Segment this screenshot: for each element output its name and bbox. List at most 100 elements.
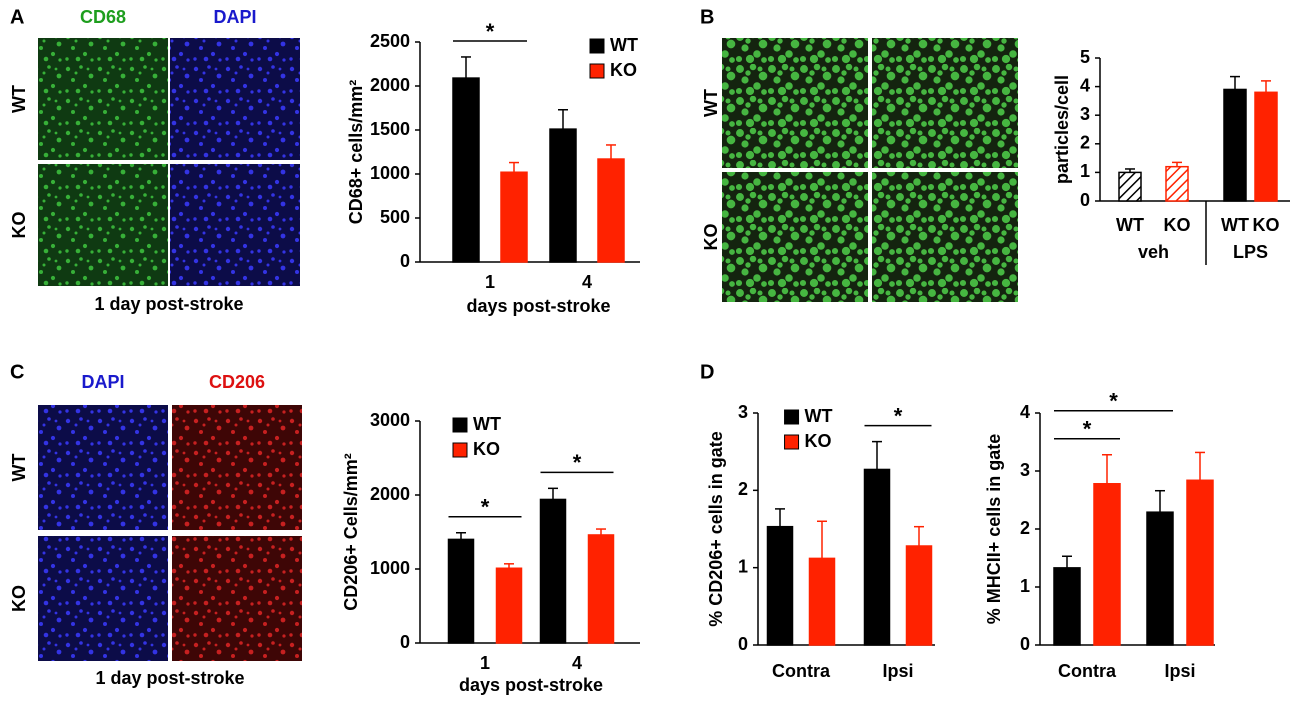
- significance-label: *: [1083, 417, 1092, 442]
- column-header: CD68: [80, 7, 126, 27]
- y-tick-label: 3000: [370, 410, 410, 430]
- legend-label: WT: [473, 414, 501, 434]
- column-header: DAPI: [81, 372, 124, 392]
- bar: [597, 158, 625, 263]
- panel-letter: C: [10, 361, 24, 383]
- x-tick-label: KO: [1164, 215, 1191, 235]
- y-tick-label: 1500: [370, 119, 410, 139]
- image-caption: 1 day post-stroke: [94, 294, 243, 314]
- y-tick-label: 2: [1080, 133, 1090, 153]
- y-tick-label: 2000: [370, 75, 410, 95]
- bar: [1254, 91, 1278, 202]
- micrograph: [872, 38, 1018, 168]
- bar: [447, 538, 475, 644]
- x-tick-label: Ipsi: [1164, 661, 1195, 681]
- y-tick-label: 1: [1080, 161, 1090, 181]
- column-header: DAPI: [213, 7, 256, 27]
- y-tick-label: 2: [738, 479, 748, 499]
- y-tick-label: 0: [1020, 634, 1030, 654]
- bar: [500, 171, 528, 263]
- image-caption: 1 day post-stroke: [95, 668, 244, 688]
- micrograph: [172, 405, 302, 530]
- micrograph: [170, 38, 300, 160]
- bar: [1146, 511, 1174, 646]
- x-axis-label: days post-stroke: [459, 675, 603, 695]
- row-label: WT: [9, 454, 29, 482]
- significance-label: *: [573, 450, 582, 475]
- legend-swatch: [589, 38, 605, 54]
- legend-label: WT: [805, 406, 833, 426]
- legend-swatch: [452, 442, 468, 458]
- x-tick-label: KO: [1253, 215, 1280, 235]
- group-label: veh: [1138, 242, 1169, 262]
- bar: [587, 534, 615, 644]
- row-label: KO: [9, 585, 29, 612]
- y-axis-label: CD206+ Cells/mm²: [341, 453, 361, 611]
- y-axis-label: % MHCII+ cells in gate: [984, 434, 1004, 625]
- bar: [495, 567, 523, 644]
- x-tick-label: WT: [1221, 215, 1249, 235]
- x-tick-label: Ipsi: [882, 661, 913, 681]
- bar: [1093, 483, 1121, 646]
- y-axis-label: CD68+ cells/mm²: [346, 80, 366, 225]
- significance-label: *: [481, 495, 490, 520]
- x-tick-label: Contra: [772, 661, 831, 681]
- row-label: KO: [9, 212, 29, 239]
- y-tick-label: 0: [738, 634, 748, 654]
- x-tick-label: 1: [480, 653, 490, 673]
- row-label: WT: [701, 89, 721, 117]
- y-tick-label: 0: [400, 251, 410, 271]
- bar: [1118, 171, 1142, 202]
- y-tick-label: 0: [1080, 190, 1090, 210]
- micrograph: [872, 172, 1018, 302]
- y-axis-label: particles/cell: [1052, 75, 1072, 184]
- y-tick-label: 3: [1080, 104, 1090, 124]
- bar: [1053, 567, 1081, 646]
- y-tick-label: 2500: [370, 31, 410, 51]
- bar: [808, 557, 836, 646]
- y-tick-label: 3: [1020, 460, 1030, 480]
- y-tick-label: 1: [1020, 576, 1030, 596]
- micrograph: [170, 164, 300, 286]
- panel-letter: B: [700, 6, 714, 28]
- x-tick-label: Contra: [1058, 661, 1117, 681]
- significance-label: *: [894, 403, 903, 428]
- micrograph: [38, 38, 168, 160]
- row-label: WT: [9, 85, 29, 113]
- bar: [905, 545, 933, 646]
- x-tick-label: 1: [485, 272, 495, 292]
- bar: [1165, 165, 1189, 202]
- legend-label: WT: [610, 35, 638, 55]
- panel-letter: A: [10, 6, 24, 28]
- x-tick-label: 4: [582, 272, 592, 292]
- y-axis-label: % CD206+ cells in gate: [706, 431, 726, 627]
- group-label: LPS: [1233, 242, 1268, 262]
- y-tick-label: 3: [738, 402, 748, 422]
- bar: [766, 525, 794, 646]
- bar: [539, 498, 567, 644]
- significance-label: *: [1109, 389, 1118, 414]
- micrograph: [172, 536, 302, 661]
- y-tick-label: 1000: [370, 558, 410, 578]
- legend-label: KO: [805, 431, 832, 451]
- row-label: KO: [701, 224, 721, 251]
- y-tick-label: 4: [1020, 402, 1030, 422]
- significance-label: *: [486, 19, 495, 44]
- bar: [1186, 479, 1214, 646]
- bar: [549, 128, 577, 263]
- y-tick-label: 1000: [370, 163, 410, 183]
- panel-letter: D: [700, 361, 714, 383]
- bar: [863, 468, 891, 646]
- micrograph: [38, 405, 168, 530]
- bar: [1223, 88, 1247, 202]
- x-tick-label: 4: [572, 653, 582, 673]
- micrograph: [722, 38, 868, 168]
- legend-label: KO: [473, 439, 500, 459]
- legend-swatch: [784, 409, 800, 425]
- y-tick-label: 2: [1020, 518, 1030, 538]
- x-tick-label: WT: [1116, 215, 1144, 235]
- legend-label: KO: [610, 60, 637, 80]
- legend-swatch: [452, 417, 468, 433]
